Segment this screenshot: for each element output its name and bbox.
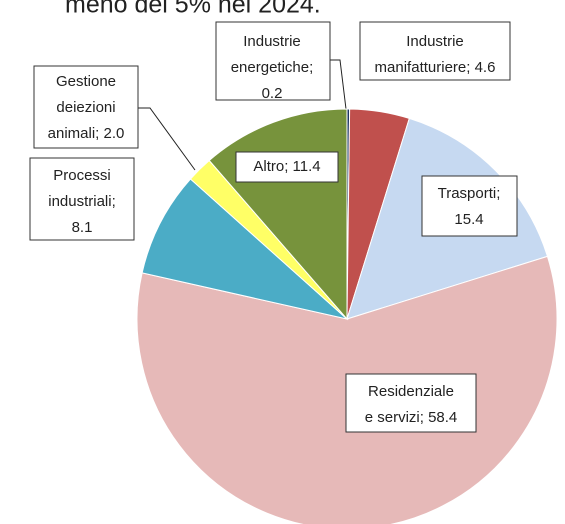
label-box: [235, 151, 339, 183]
data-label: Industrie: [406, 33, 464, 50]
data-label: 8.1: [72, 219, 93, 236]
label-box: [33, 65, 139, 149]
data-label: 0.2: [262, 85, 283, 102]
label-box: [345, 373, 477, 433]
data-label: 15.4: [454, 211, 483, 228]
data-label: Processi: [53, 167, 111, 184]
leader-line: [330, 59, 347, 110]
data-label: Industrie: [243, 33, 301, 50]
label-box: [421, 175, 518, 237]
data-label: Altro; 11.4: [253, 158, 320, 175]
data-label: Gestione: [56, 73, 116, 90]
data-label: e servizi; 58.4: [365, 409, 458, 426]
data-label: industriali;: [48, 193, 116, 210]
data-label: animali; 2.0: [48, 125, 125, 142]
caption: meno del 5% nel 2024.: [65, 0, 321, 19]
data-label: deiezioni: [56, 99, 115, 116]
data-label: energetiche;: [231, 59, 314, 76]
data-label: Trasporti;: [438, 185, 501, 202]
data-label: manifatturiere; 4.6: [375, 59, 496, 76]
leader-line: [138, 107, 196, 171]
label-box: [29, 157, 135, 241]
slice: [141, 178, 349, 320]
label-box: [215, 21, 331, 101]
data-label: Residenziale: [368, 383, 454, 400]
label-box: [359, 21, 511, 81]
